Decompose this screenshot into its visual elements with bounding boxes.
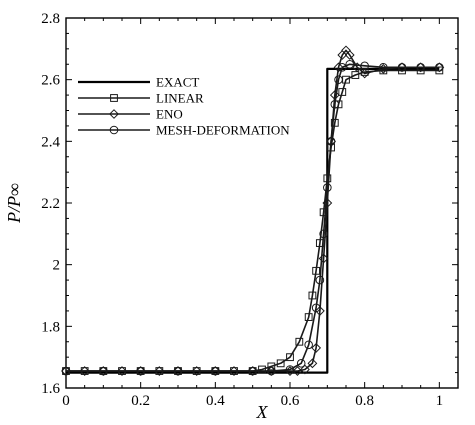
series-linear — [62, 66, 444, 375]
y-tick-label: 1.8 — [41, 319, 60, 335]
data-point-mesh-deformation — [211, 366, 220, 376]
data-point-mesh-deformation — [360, 61, 369, 71]
data-point-mesh-deformation — [315, 275, 325, 285]
legend-marker — [109, 109, 119, 119]
data-point-eno — [154, 366, 165, 376]
data-point-linear — [312, 266, 321, 275]
data-point-eno — [318, 253, 329, 264]
y-tick-label: 2.8 — [41, 11, 60, 27]
data-point-mesh-deformation — [345, 59, 355, 69]
legend-item-exact: EXACT — [78, 75, 199, 90]
legend-label: LINEAR — [156, 91, 204, 106]
y-axis-title: P/P∞ — [4, 183, 24, 224]
data-point-eno — [333, 62, 344, 73]
data-point-mesh-deformation — [416, 63, 425, 72]
data-point-linear — [330, 118, 339, 127]
x-tick-label: 1 — [436, 393, 444, 409]
data-point-mesh-deformation — [397, 63, 407, 72]
x-tick-label: 0.2 — [131, 393, 150, 409]
data-point-mesh-deformation — [267, 366, 276, 376]
data-point-linear — [304, 313, 313, 321]
legend-marker — [109, 125, 119, 135]
data-point-eno — [191, 366, 202, 376]
data-point-mesh-deformation — [99, 366, 108, 376]
data-point-eno — [322, 198, 333, 208]
series-mesh-deformation — [61, 59, 444, 376]
data-point-mesh-deformation — [304, 340, 313, 350]
x-tick-label: 0.6 — [281, 393, 300, 409]
data-point-eno — [79, 366, 90, 376]
x-tick-label: 0 — [62, 393, 70, 409]
data-point-mesh-deformation — [323, 183, 332, 192]
data-point-eno — [344, 50, 355, 60]
data-point-linear — [276, 359, 285, 368]
data-point-mesh-deformation — [334, 75, 343, 84]
data-point-eno — [314, 306, 325, 316]
y-tick-label: 2.2 — [41, 196, 60, 212]
data-point-mesh-deformation — [311, 303, 321, 313]
data-point-linear — [308, 291, 317, 300]
data-point-linear — [258, 365, 266, 374]
data-point-mesh-deformation — [379, 63, 388, 72]
data-point-linear — [286, 353, 294, 362]
y-tick-label: 2.6 — [41, 73, 60, 89]
data-point-mesh-deformation — [61, 366, 71, 376]
data-point-eno — [117, 366, 127, 376]
data-point-mesh-deformation — [337, 63, 347, 72]
legend-item-eno: ENO — [78, 107, 183, 122]
data-point-linear — [338, 88, 347, 96]
data-point-mesh-deformation — [296, 359, 306, 368]
data-point-mesh-deformation — [319, 229, 328, 239]
data-point-linear — [295, 337, 304, 346]
data-point-eno — [300, 364, 310, 375]
y-tick-label: 2 — [53, 258, 61, 274]
data-point-mesh-deformation — [326, 137, 336, 146]
data-point-eno — [229, 366, 239, 376]
data-point-eno — [359, 68, 370, 79]
legend-label: MESH-DEFORMATION — [156, 123, 290, 138]
legend-label: ENO — [156, 107, 183, 122]
legend-item-linear: LINEAR — [78, 91, 204, 106]
series-line-mesh-deformation — [66, 63, 440, 372]
series-eno — [61, 45, 445, 376]
x-tick-label: 0.4 — [206, 393, 225, 409]
data-point-mesh-deformation — [330, 100, 340, 109]
data-point-linear — [267, 362, 276, 371]
data-point-mesh-deformation — [435, 63, 444, 72]
legend-label: EXACT — [156, 75, 199, 90]
y-tick-label: 2.4 — [41, 134, 60, 150]
data-point-mesh-deformation — [285, 365, 295, 374]
data-point-mesh-deformation — [173, 366, 183, 376]
series-line-linear — [66, 69, 440, 372]
y-tick-label: 1.6 — [41, 381, 60, 397]
data-point-linear — [351, 71, 360, 79]
data-point-mesh-deformation — [248, 366, 257, 376]
axis-ticks: 0 0.2 0.4 0.6 0.8 1 1.6 1.8 2 2.2 2.4 2.6 2.8 — [41, 11, 459, 409]
x-axis-title: X — [256, 402, 269, 422]
data-point-eno — [311, 343, 322, 353]
legend-item-mesh-deformation: MESH-DEFORMATION — [78, 123, 290, 138]
series — [61, 45, 445, 376]
legend-marker — [110, 94, 118, 102]
data-point-linear — [435, 66, 444, 75]
data-point-eno — [307, 358, 318, 369]
x-tick-label: 0.8 — [355, 393, 374, 409]
data-point-mesh-deformation — [136, 366, 145, 376]
